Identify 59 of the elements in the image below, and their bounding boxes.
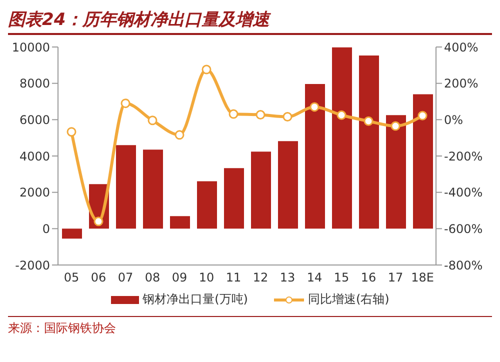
point — [228, 109, 238, 119]
x-tick-label: 14 — [306, 270, 322, 285]
bar — [197, 181, 217, 229]
point — [120, 98, 130, 108]
bar — [413, 94, 433, 229]
bar — [62, 228, 82, 239]
y2-tick-label: -400% — [444, 186, 483, 200]
y-tick-label: 6000 — [19, 112, 50, 127]
bar — [359, 56, 379, 229]
y2-tick-label: -800% — [444, 258, 483, 272]
legend-label: 同比增速(右轴) — [308, 291, 390, 308]
bar — [224, 168, 244, 229]
point — [364, 116, 374, 126]
point — [390, 121, 400, 131]
bar — [116, 145, 136, 229]
chart-title: 图表24：历年钢材净出口量及增速 — [8, 8, 492, 35]
point — [336, 110, 346, 120]
point — [202, 64, 212, 74]
y-tick-label: 10000 — [12, 40, 50, 54]
point — [94, 216, 104, 226]
x-tick-label: 10 — [198, 270, 214, 285]
bar — [305, 84, 325, 229]
legend-label: 钢材净出口量(万吨) — [142, 291, 248, 308]
source-note: 来源：国际钢铁协会 — [8, 320, 117, 337]
y-tick-label: -2000 — [15, 258, 50, 272]
x-tick-label: 13 — [280, 270, 296, 285]
point — [148, 116, 158, 126]
bar — [143, 150, 163, 229]
x-tick-label: 15 — [334, 270, 350, 285]
point — [66, 127, 76, 137]
bar — [332, 47, 352, 229]
x-tick-label: 05 — [64, 270, 80, 285]
x-tick-label: 06 — [90, 270, 106, 285]
point — [282, 112, 292, 122]
x-tick-label: 16 — [360, 270, 376, 285]
y2-tick-label: 200% — [444, 76, 478, 91]
point — [418, 110, 428, 120]
y2-tick-label: -200% — [444, 149, 483, 164]
y2-tick-label: 0% — [444, 112, 464, 127]
point — [310, 102, 320, 112]
point — [256, 110, 266, 120]
y-tick-label: 4000 — [19, 149, 50, 164]
bar — [251, 152, 271, 229]
y-tick-label: 0 — [42, 222, 50, 236]
bar — [386, 115, 406, 229]
x-tick-label: 07 — [118, 270, 134, 285]
bar — [170, 216, 190, 229]
x-tick-label: 18E — [411, 270, 434, 285]
x-tick-label: 12 — [252, 270, 268, 285]
y2-tick-label: -600% — [444, 222, 483, 236]
y-tick-label: 2000 — [19, 186, 50, 200]
point — [174, 130, 184, 140]
x-tick-label: 11 — [226, 270, 242, 285]
x-tick-label: 08 — [144, 270, 160, 285]
y-tick-label: 8000 — [19, 76, 50, 91]
bar — [278, 141, 298, 229]
x-tick-label: 09 — [172, 270, 188, 285]
x-tick-label: 17 — [388, 270, 404, 285]
y2-tick-label: 400% — [444, 40, 478, 54]
